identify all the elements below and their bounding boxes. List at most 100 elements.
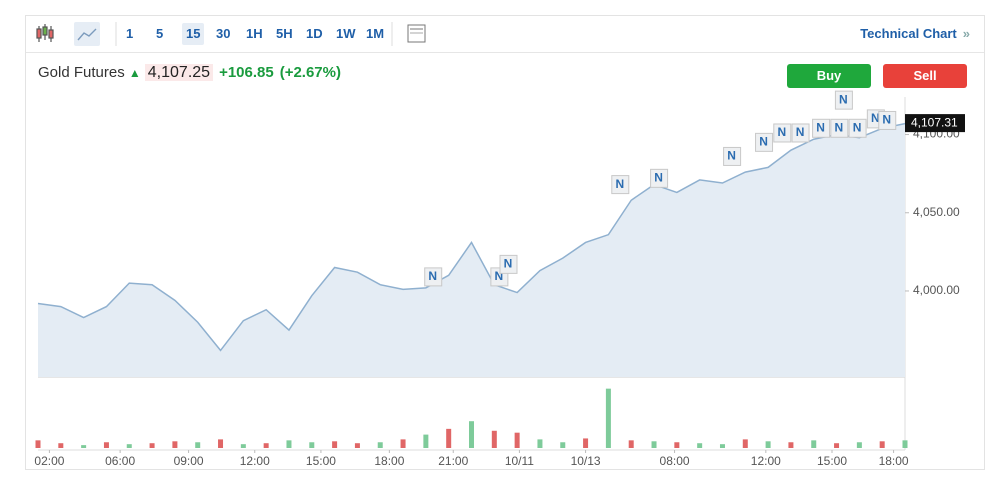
news-marker	[755, 132, 774, 152]
volume-bar	[35, 440, 41, 448]
x-tick-label: 12:00	[751, 454, 781, 468]
price-line	[37, 122, 906, 352]
news-marker	[773, 123, 792, 143]
volume-bar	[446, 428, 452, 448]
x-tick-label: 08:00	[660, 454, 690, 468]
volume-bar	[81, 445, 87, 448]
volume-bar	[537, 439, 543, 448]
change: +106.85	[219, 64, 274, 81]
interval-button[interactable]: 1D	[306, 26, 323, 41]
news-marker-label: N	[834, 120, 843, 134]
news-marker	[424, 267, 443, 287]
interval-button[interactable]: 1W	[336, 26, 356, 41]
volume-bar	[902, 440, 908, 448]
news-marker	[611, 175, 630, 195]
widget: 1 5 15 30 1H 5H 1D 1W 1M Technical Chart» Gold F…	[25, 15, 985, 470]
volume-bar	[149, 443, 155, 448]
x-tick-label: 10/11	[505, 454, 534, 468]
last-price-tag	[905, 114, 965, 133]
x-tick-label: 15:00	[306, 454, 336, 468]
news-marker	[791, 123, 810, 143]
volume-bar	[309, 442, 315, 448]
change-pct: (+2.67%)	[279, 64, 341, 81]
news-marker-label: N	[816, 120, 825, 134]
news-marker	[723, 146, 742, 166]
news-marker	[848, 118, 867, 138]
news-marker	[834, 90, 853, 110]
interval-button[interactable]: 1H	[246, 26, 263, 41]
x-tick-label: 09:00	[174, 454, 204, 468]
volume-bar	[583, 438, 589, 448]
news-marker-label: N	[615, 177, 624, 191]
toolbar: 1 5 15 30 1H 5H 1D 1W 1M Technical Chart»	[26, 16, 984, 53]
news-marker	[830, 118, 849, 138]
news-marker-label: N	[853, 120, 862, 134]
sell-button[interactable]: Sell	[883, 64, 967, 88]
volume-bar	[103, 442, 109, 448]
interval-button[interactable]: 1M	[366, 26, 385, 41]
volume-bar	[628, 440, 634, 448]
volume-bar	[856, 442, 862, 448]
volume-bar	[377, 442, 383, 448]
news-marker-label: N	[428, 269, 437, 283]
interval-button[interactable]: 1	[126, 26, 134, 41]
y-tick-label: 4,000.00	[913, 283, 960, 297]
news-marker-label: N	[871, 111, 880, 125]
news-marker-label: N	[839, 92, 848, 106]
volume-bar	[651, 441, 657, 448]
volume-bar	[263, 443, 269, 448]
volume-bar	[719, 444, 725, 448]
news-marker-label: N	[727, 149, 736, 163]
interval-button[interactable]: 5H	[276, 26, 293, 41]
volume-bar	[400, 439, 406, 448]
news-marker	[499, 254, 518, 274]
x-tick-label: 12:00	[240, 454, 270, 468]
news-marker	[650, 168, 669, 188]
x-tick-label: 02:00	[34, 454, 64, 468]
interval-button[interactable]: 30	[216, 26, 231, 41]
technical-chart-link[interactable]: Technical Chart »	[860, 26, 970, 41]
volume-bar	[788, 442, 794, 448]
news-marker	[878, 110, 897, 130]
quote-header: Gold Futures ▲ 4,107.25 +106.85 (+2.67%)	[38, 64, 341, 82]
news-marker-label: N	[654, 171, 663, 185]
volume-bar	[469, 421, 474, 448]
volume-bar	[605, 388, 611, 448]
link-text: Technical Chart	[860, 26, 957, 41]
volume-bar	[195, 442, 201, 448]
volume-bar	[742, 439, 748, 448]
news-marker-label: N	[882, 113, 891, 127]
volume-bar	[58, 443, 64, 448]
volume-bar	[491, 430, 497, 448]
x-tick-label: 18:00	[879, 454, 909, 468]
buy-button[interactable]: Buy	[787, 64, 871, 88]
volume-bar	[834, 443, 840, 448]
x-tick-label: 15:00	[817, 454, 847, 468]
volume-bar	[560, 442, 566, 448]
volume-bar	[697, 443, 703, 448]
interval-button[interactable]: 15	[182, 23, 205, 45]
volume-bar	[286, 440, 292, 448]
volume-bar	[423, 434, 429, 448]
x-tick-label: 18:00	[374, 454, 404, 468]
volume-bar	[172, 441, 178, 448]
volume-bar	[354, 443, 360, 448]
news-marker-label: N	[495, 269, 504, 283]
interval-button[interactable]: 5	[156, 26, 164, 41]
x-tick-label: 10/13	[571, 454, 601, 468]
up-arrow: ▲	[128, 66, 141, 80]
volume-bar	[218, 439, 224, 448]
volume-bar	[674, 442, 680, 448]
news-marker-label: N	[759, 135, 768, 149]
x-tick-label: 06:00	[105, 454, 135, 468]
instrument-name: Gold Futures	[38, 64, 125, 81]
settings-icon[interactable]	[388, 16, 428, 52]
volume-bar	[126, 444, 132, 448]
volume-bar	[811, 440, 817, 448]
volume-bar	[332, 441, 338, 448]
volume-bar	[514, 432, 520, 448]
volume-bar	[879, 441, 885, 448]
volume-bar	[240, 444, 246, 448]
